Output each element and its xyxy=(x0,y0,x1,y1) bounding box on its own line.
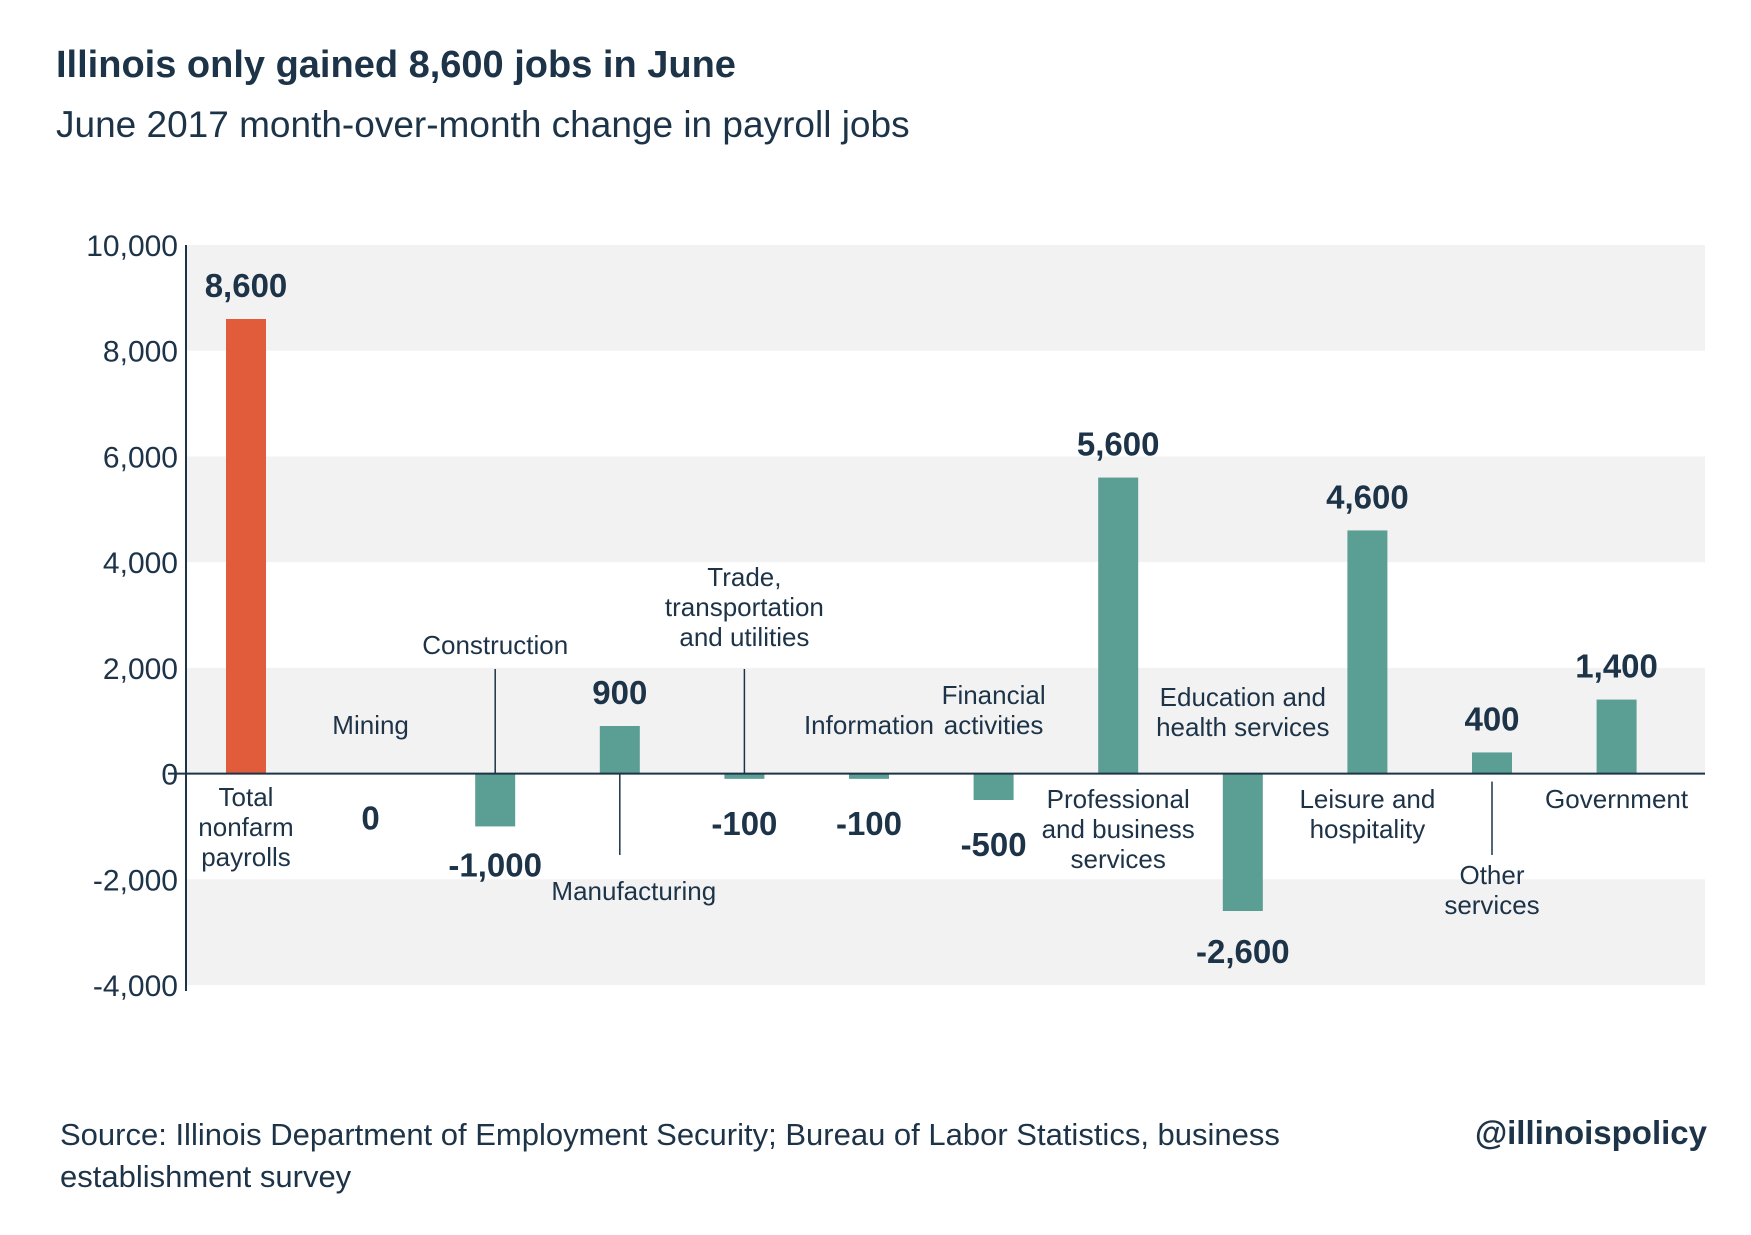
value-label: 4,600 xyxy=(1326,478,1409,515)
bar xyxy=(475,773,516,827)
grid-band xyxy=(186,245,1705,351)
y-tick-label: 2,000 xyxy=(103,653,178,686)
category-label: Other services xyxy=(1444,860,1539,920)
bar xyxy=(1472,752,1512,774)
value-label: 900 xyxy=(592,674,647,711)
grid-band xyxy=(186,879,1705,985)
y-tick-label: -2,000 xyxy=(93,864,178,897)
y-tick-label: -4,000 xyxy=(93,970,178,1000)
bar xyxy=(1347,530,1388,774)
y-tick-label: 8,000 xyxy=(103,336,178,369)
value-label: -1,000 xyxy=(448,846,542,883)
bar xyxy=(599,726,640,774)
bar xyxy=(226,319,266,774)
grid-band xyxy=(186,456,1705,563)
bar-chart: 10,0008,0006,0004,0002,0000-2,000-4,000 … xyxy=(86,230,1705,1000)
category-label: Professional and business services xyxy=(1042,784,1195,874)
value-labels: 8,600 0 -1,000 900 -100 -100 -500 5,600 -2,600 4,… xyxy=(205,267,1658,970)
category-label: Financial activities xyxy=(942,680,1046,740)
y-axis-ticks: 10,000 8,000 6,000 4,000 2,000 0 -2,000 -4,000 xyxy=(86,230,178,1000)
bar xyxy=(973,773,1014,800)
grid-bands xyxy=(186,245,1705,985)
leader-lines xyxy=(494,669,1493,855)
value-label: 0 xyxy=(361,800,379,837)
y-tick-label: 4,000 xyxy=(103,547,178,580)
y-tick-label: 6,000 xyxy=(103,441,178,474)
value-label: -500 xyxy=(961,826,1027,863)
category-label: Government xyxy=(1545,784,1689,814)
value-label: 400 xyxy=(1464,700,1519,737)
value-label: -2,600 xyxy=(1196,933,1290,970)
bars xyxy=(226,319,1637,911)
category-labels: Total nonfarm payrolls Mining Construction Ma… xyxy=(198,562,1689,920)
brand-handle: @illinoispolicy xyxy=(1474,1114,1707,1151)
bar xyxy=(849,773,889,779)
source-note: Source: Illinois Department of Employmen… xyxy=(60,1117,1280,1194)
category-label: Information xyxy=(804,710,934,740)
value-label: 1,400 xyxy=(1575,648,1658,685)
value-label: 5,600 xyxy=(1077,426,1160,463)
y-tick-label: 10,000 xyxy=(86,230,178,263)
value-label: 8,600 xyxy=(205,267,288,304)
category-label: Manufacturing xyxy=(551,876,716,906)
bar xyxy=(1222,773,1263,911)
category-label: Leisure and hospitality xyxy=(1299,784,1435,844)
bar xyxy=(1098,477,1139,774)
value-label: -100 xyxy=(836,805,902,842)
grid-band xyxy=(186,667,1705,774)
chart-title: Illinois only gained 8,600 jobs in June xyxy=(56,44,736,86)
category-label: Mining xyxy=(332,710,409,740)
y-tick-label: 0 xyxy=(161,759,178,792)
value-label: -100 xyxy=(711,805,777,842)
chart-subtitle: June 2017 month-over-month change in pay… xyxy=(56,104,910,145)
bar xyxy=(724,773,765,779)
bar xyxy=(1596,699,1637,774)
category-label: Trade, transportation and utilities xyxy=(665,562,824,652)
category-label: Education and health services xyxy=(1156,682,1329,742)
category-label: Construction xyxy=(422,630,568,660)
category-label: Total nonfarm payrolls xyxy=(198,782,293,872)
